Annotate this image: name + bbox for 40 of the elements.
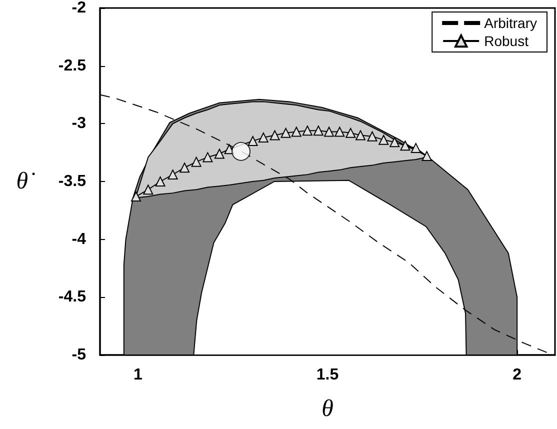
point (248, 136, 258, 146)
point (302, 126, 312, 136)
y-tick-label: -3.5 (58, 173, 86, 190)
point (214, 148, 224, 159)
point (155, 176, 166, 186)
point (291, 126, 302, 137)
x-axis-title: θ (322, 396, 334, 422)
point (355, 130, 366, 140)
legend-label: Arbitrary (484, 15, 538, 31)
point (270, 130, 280, 140)
point (390, 137, 400, 148)
y-tick-label: -2 (72, 0, 86, 16)
point (378, 134, 389, 145)
legend-label: Robust (484, 33, 529, 49)
point (313, 126, 324, 136)
x-tick-label: 1.5 (316, 366, 339, 384)
point (367, 131, 378, 142)
point (400, 140, 410, 151)
point (191, 156, 202, 167)
point (131, 192, 142, 202)
point (202, 152, 213, 162)
y-tick-label: -5 (72, 346, 86, 364)
point (280, 128, 291, 138)
y-tick-label: -2.5 (58, 57, 86, 74)
y-tick-label: -4.5 (58, 288, 86, 306)
point (180, 162, 190, 173)
point (324, 126, 334, 137)
y-tick-label: -3 (72, 115, 86, 132)
point (346, 128, 356, 138)
y-axis-title: θ̇ (16, 168, 35, 194)
x-tick-label: 1 (133, 366, 142, 384)
point (258, 132, 268, 143)
point (143, 184, 154, 195)
point (168, 170, 178, 180)
point (410, 142, 421, 153)
y-tick-label: -4 (72, 230, 86, 248)
point (334, 126, 345, 137)
point (232, 142, 251, 161)
point (422, 151, 432, 162)
x-tick-label: 2 (512, 366, 522, 384)
